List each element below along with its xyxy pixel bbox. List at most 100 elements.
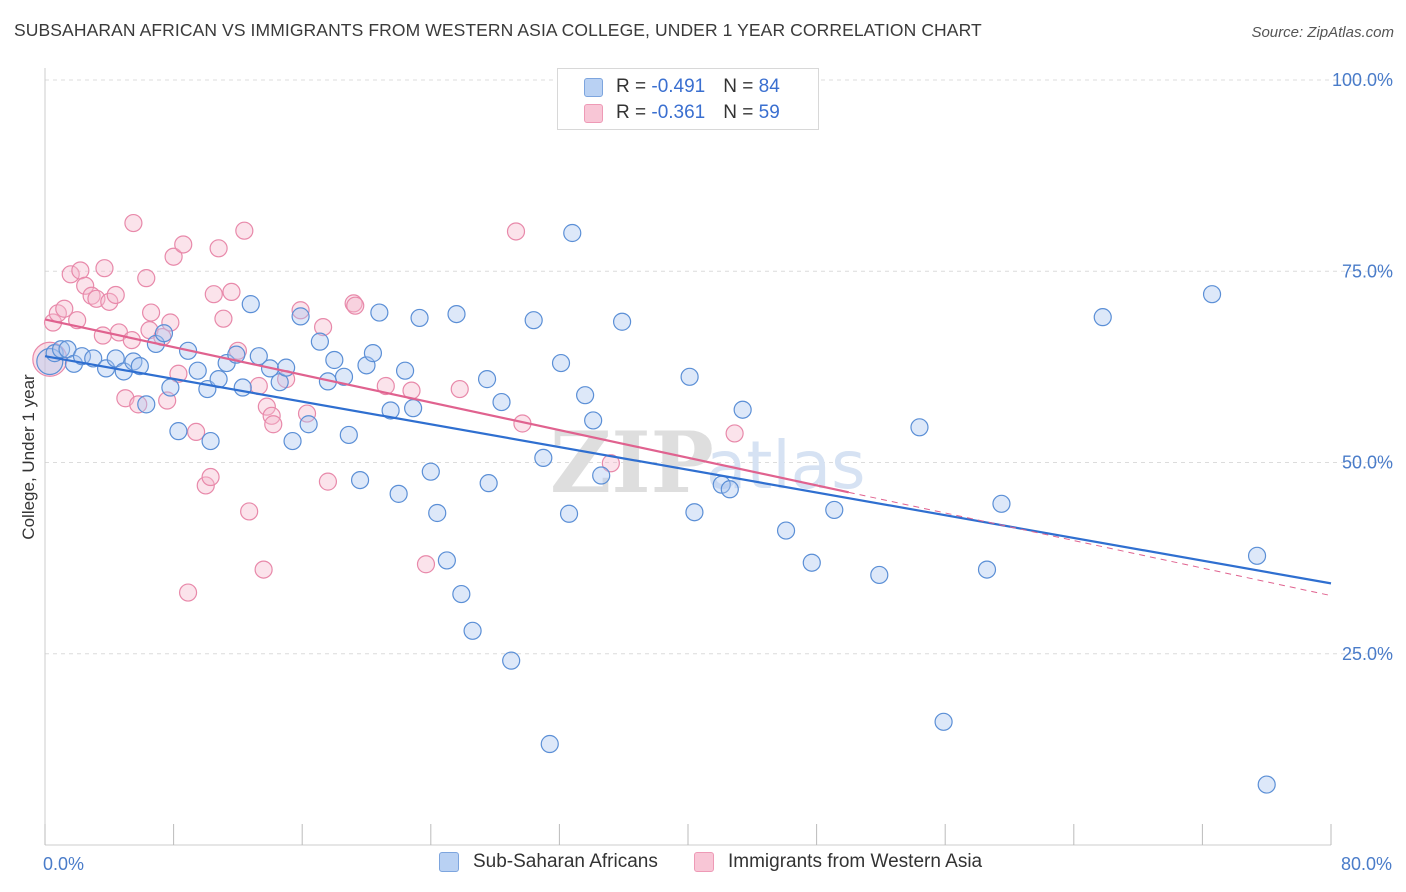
pink-point [76,276,95,295]
blue-point [325,350,344,370]
pink-trend-line [44,318,849,494]
blue-point [463,621,482,640]
blue-point [447,304,466,324]
pink-point [71,261,90,280]
grid-lines [45,79,1392,655]
pink-point [204,285,223,304]
pink-point [161,313,180,332]
blue-point [802,553,821,572]
legend-n-value: 59 [758,102,780,123]
pink-point [450,379,469,399]
blue-point [410,308,429,328]
blue-point [283,431,302,451]
blue-point [559,504,579,523]
blue-point [124,352,143,371]
blue-point [36,347,64,376]
pink-point [187,422,206,441]
blue-point [910,418,929,437]
pink-point [214,309,233,328]
pink-point [313,317,333,337]
bottom-legend-swatch-pink [694,852,714,872]
source-credit: Source: ZipAtlas.com [1251,24,1394,41]
blue-point [161,378,180,397]
blue-point [977,560,997,579]
tick-labels: 25.0% 50.0% 75.0% 100.0% 0.0% 80.0% [43,70,1393,874]
blue-point [502,651,521,670]
correlation-legend: R = -0.491 N = 84 R = -0.361 N = 59 [557,68,819,130]
blue-point [1202,285,1222,304]
pink-point [95,259,114,278]
blue-point [1093,308,1112,327]
pink-point [141,303,161,322]
blue-point [154,324,174,343]
pink-point [506,222,526,241]
pink-trend-line-extension [848,491,1332,597]
pink-point [601,454,620,473]
blue-point [584,411,603,430]
blue-point [492,392,511,412]
blue-point [241,295,260,314]
zipatlas-watermark: ZIP atlas [550,413,866,512]
blue-point [233,378,252,397]
legend-text-pink: R = -0.361 N = 59 [616,102,780,124]
legend-n-label: N = [723,76,759,97]
y-tick-label-2: 75.0% [1342,261,1393,281]
legend-r-value: -0.491 [651,76,706,97]
pink-point [725,424,744,443]
pink-point [209,239,228,258]
blue-trend-line [44,355,1332,585]
pink-point [376,376,395,396]
pink-point [178,583,198,602]
pink-point [174,235,193,254]
blue-point [291,307,310,326]
pink-point [240,502,259,521]
blue-point [685,503,704,522]
bottom-legend-swatch-blue [439,852,459,872]
blue-point [776,521,796,540]
pink-point [222,282,241,302]
blue-point [524,311,543,330]
axes [44,68,1332,846]
pink-point [254,560,273,579]
pink-point [106,285,125,305]
legend-swatch-blue [584,78,603,97]
blue-point [934,712,953,731]
pink-point [257,397,276,416]
blue-point [106,349,125,368]
pink-point [318,472,338,491]
blue-point [534,448,553,468]
x-tick-label-1: 80.0% [1341,854,1392,874]
pink-point [201,467,220,487]
blue-point [169,422,188,441]
trend-lines [44,318,1332,597]
pink-point [291,301,310,320]
legend-n-label: N = [723,102,759,123]
y-tick-label-1: 50.0% [1342,453,1393,473]
watermark-zip: ZIP [550,413,714,512]
blue-point [733,400,752,419]
legend-swatch-pink [584,104,603,123]
y-axis-label: College, Under 1 year [19,374,38,540]
blue-point [350,470,370,490]
pink-point [416,555,436,574]
x-tick-label-0: 0.0% [43,854,84,874]
blue-point [389,484,408,503]
blue-point [363,344,383,363]
blue-point [404,399,423,418]
blue-point [479,474,498,493]
legend-r-label: R = [616,102,652,123]
pink-point [124,213,143,233]
pink-point [100,292,119,311]
blue-point [201,431,220,451]
blue-point [130,357,149,376]
blue-point [477,370,497,389]
legend-text-blue: R = -0.491 N = 84 [616,76,780,98]
bottom-legend-label-blue: Sub-Saharan Africans [473,851,658,872]
pink-point [196,476,215,495]
blue-point [84,349,103,368]
y-tick-label-0: 25.0% [1342,644,1393,664]
bottom-legend-label-pink: Immigrants from Western Asia [728,851,983,872]
y-tick-label-3: 100.0% [1332,70,1393,90]
blue-point [576,386,595,405]
